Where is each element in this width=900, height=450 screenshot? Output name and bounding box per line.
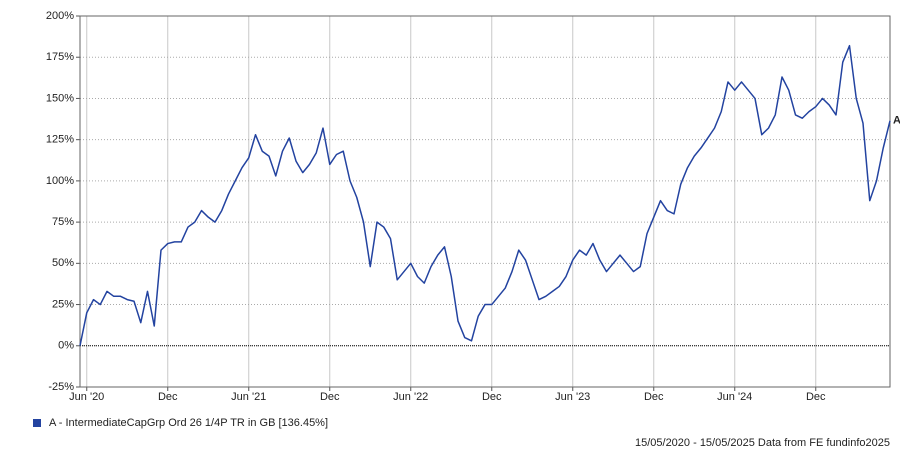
y-tick-label: 75% [52,216,74,228]
x-tick-label: Dec [158,391,178,403]
y-tick-label: 200% [46,10,74,22]
x-tick-label: Jun '21 [231,391,266,403]
x-tick-label: Jun '24 [717,391,752,403]
series-line [79,44,891,346]
x-tick-label: Jun '23 [555,391,590,403]
plot-frame [79,15,891,388]
x-tick-label: Jun '20 [69,391,104,403]
y-tick-label: 100% [46,175,74,187]
x-tick-label: Jun '22 [393,391,428,403]
y-tick-label: -25% [48,381,74,393]
legend-swatch [33,419,41,427]
y-tick-label: 50% [52,257,74,269]
x-tick-label: Dec [644,391,664,403]
legend-label: A - IntermediateCapGrp Ord 26 1/4P TR in… [49,417,328,429]
x-tick-label: Dec [482,391,502,403]
x-tick-label: Dec [320,391,340,403]
y-tick-label: 125% [46,134,74,146]
y-tick-label: 0% [58,340,74,352]
y-tick-label: 175% [46,51,74,63]
x-tick-label: Dec [806,391,826,403]
y-tick-label: 25% [52,298,74,310]
footer: 15/05/2020 - 15/05/2025 Data from FE fun… [635,437,890,449]
end-label: A [893,115,900,127]
y-tick-label: 150% [46,92,74,104]
